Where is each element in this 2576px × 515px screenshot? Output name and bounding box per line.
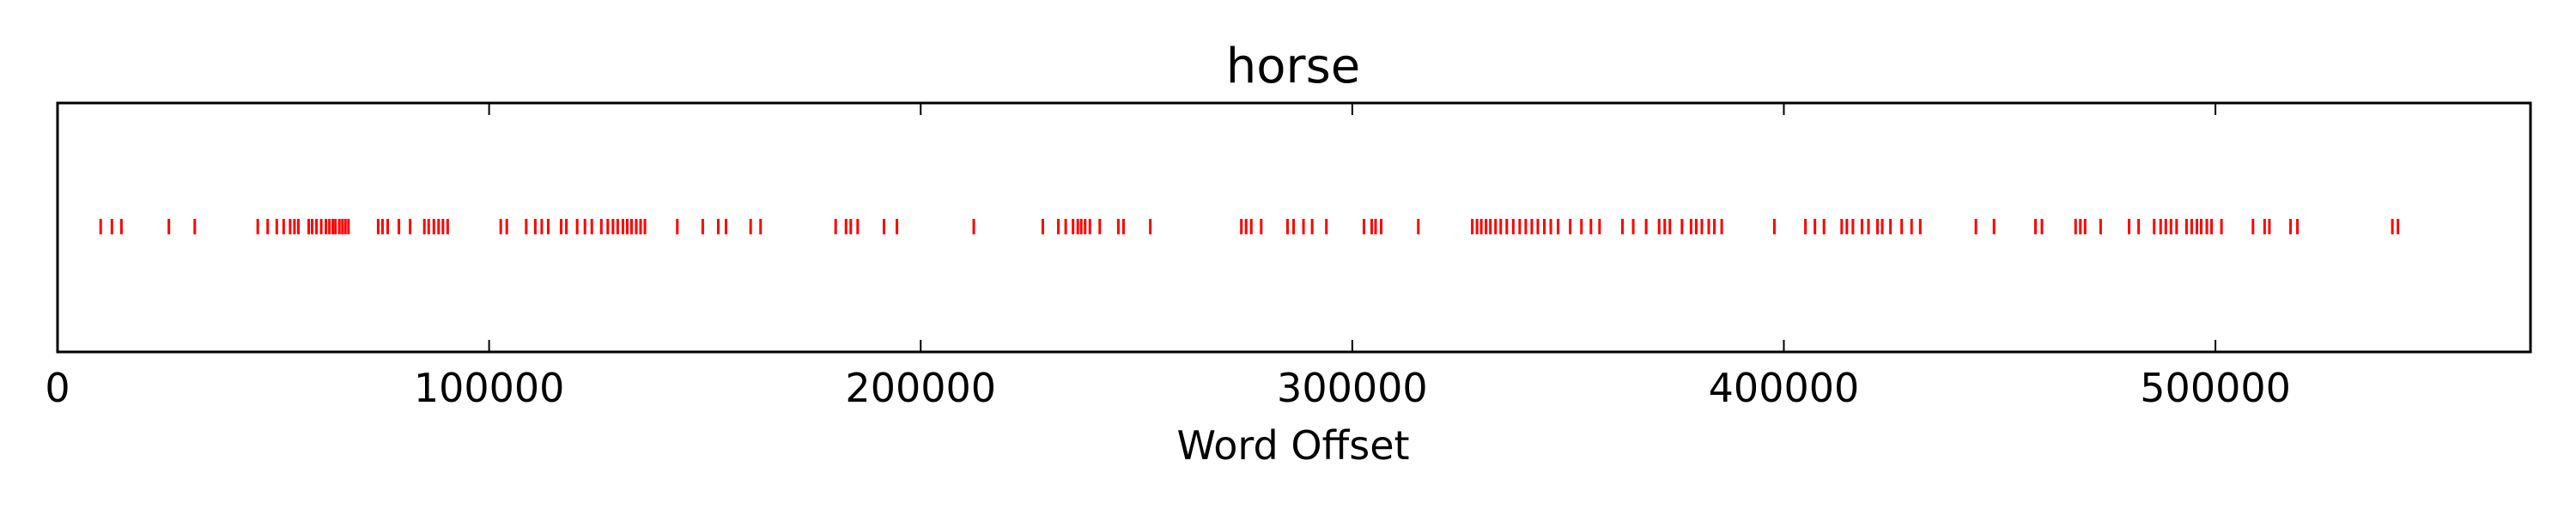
- x-tick-label: 500000: [2140, 365, 2291, 411]
- event-markers: [99, 219, 2400, 234]
- chart-title: horse: [1226, 39, 1360, 94]
- x-tick-label: 200000: [845, 365, 996, 411]
- plot-frame: [56, 101, 2532, 354]
- x-axis: 0 100000 200000 300000 400000 500000: [45, 103, 2291, 411]
- x-tick-label: 400000: [1709, 365, 1860, 411]
- x-tick-label: 300000: [1277, 365, 1428, 411]
- x-axis-label: Word Offset: [1176, 422, 1409, 469]
- x-tick-label: 0: [45, 365, 70, 411]
- x-tick-label: 100000: [414, 365, 565, 411]
